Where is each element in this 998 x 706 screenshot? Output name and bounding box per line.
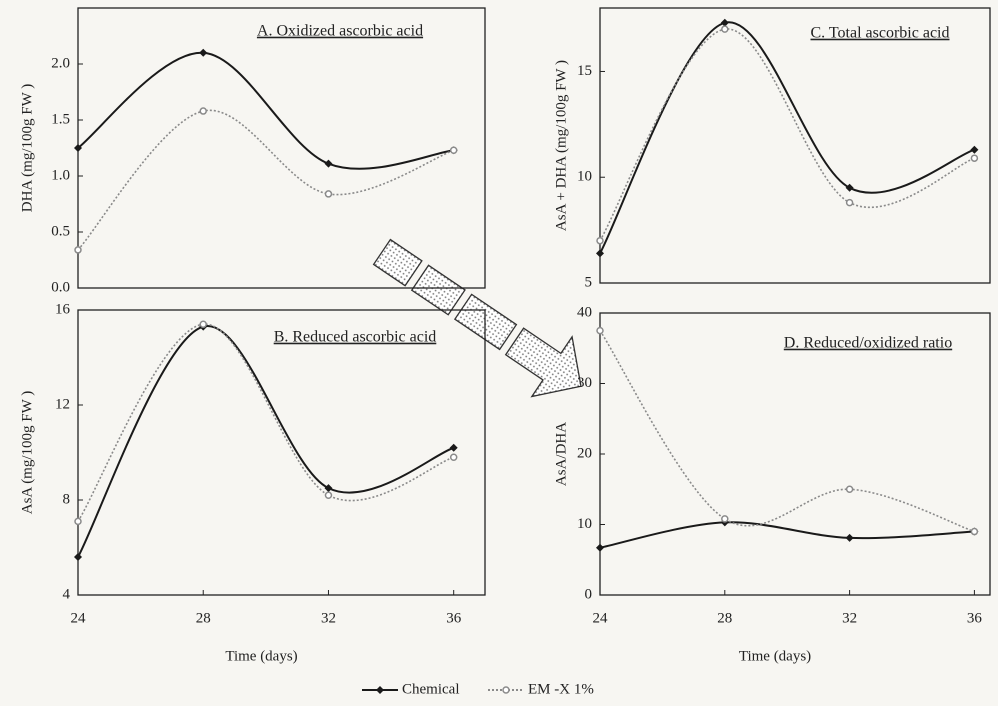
series bbox=[596, 518, 979, 552]
chart-title: A. Oxidized ascorbic acid bbox=[257, 23, 423, 40]
y-tick-label: 0.0 bbox=[51, 279, 70, 295]
chart-title: C. Total ascorbic acid bbox=[811, 25, 950, 42]
point bbox=[74, 246, 82, 254]
y-tick-label: 8 bbox=[63, 491, 71, 507]
point bbox=[596, 326, 604, 335]
plot-frame bbox=[77, 7, 486, 289]
y-tick-label: 5 bbox=[585, 274, 593, 290]
series-line bbox=[599, 521, 975, 549]
series bbox=[74, 322, 458, 561]
point bbox=[845, 533, 854, 542]
point bbox=[324, 491, 333, 499]
y-axis-label: AsA/DHA bbox=[553, 422, 569, 486]
y-tick-label: 4 bbox=[63, 586, 71, 602]
point bbox=[721, 25, 729, 33]
y-tick-label: 0 bbox=[585, 586, 593, 602]
x-tick-label: 36 bbox=[967, 610, 983, 626]
point bbox=[324, 159, 333, 168]
series bbox=[74, 48, 458, 170]
point bbox=[596, 236, 604, 245]
y-axis-label: DHA (mg/100g FW ) bbox=[19, 84, 35, 212]
plot-frame bbox=[77, 309, 486, 596]
point bbox=[449, 453, 458, 461]
legend-marker bbox=[502, 686, 510, 694]
legend-label: EM -X 1% bbox=[528, 681, 594, 697]
point bbox=[74, 144, 82, 152]
y-axis-label: AsA + DHA (mg/100g FW ) bbox=[553, 60, 569, 231]
x-tick-label: 24 bbox=[593, 610, 609, 626]
point bbox=[324, 484, 333, 493]
x-axis-label: Time (days) bbox=[739, 648, 811, 664]
series-line bbox=[77, 109, 454, 251]
x-tick-label: 32 bbox=[321, 610, 336, 626]
point bbox=[845, 198, 854, 207]
y-tick-label: 15 bbox=[577, 63, 592, 79]
x-tick-label: 24 bbox=[71, 610, 87, 626]
series bbox=[596, 326, 979, 536]
arrow-decoration bbox=[372, 238, 582, 398]
series-line bbox=[599, 330, 975, 533]
point bbox=[970, 527, 979, 536]
x-tick-label: 36 bbox=[446, 610, 462, 626]
y-tick-label: 40 bbox=[577, 304, 592, 320]
series-line bbox=[599, 28, 975, 242]
y-tick-label: 10 bbox=[577, 516, 592, 532]
x-tick-label: 28 bbox=[196, 610, 211, 626]
point bbox=[199, 320, 207, 328]
y-tick-label: 30 bbox=[577, 375, 592, 391]
legend-label: Chemical bbox=[402, 681, 459, 697]
point bbox=[449, 146, 458, 154]
series bbox=[596, 25, 979, 245]
point bbox=[199, 107, 207, 115]
point bbox=[970, 145, 979, 154]
y-tick-label: 1.0 bbox=[51, 167, 70, 183]
point bbox=[449, 443, 458, 452]
x-axis-label: Time (days) bbox=[225, 648, 297, 664]
point bbox=[721, 515, 729, 523]
series bbox=[596, 18, 979, 258]
plot-frame bbox=[599, 312, 991, 596]
chart-title: D. Reduced/oxidized ratio bbox=[784, 335, 952, 352]
point bbox=[596, 249, 604, 258]
series-line bbox=[77, 51, 454, 170]
series-line bbox=[77, 323, 454, 522]
y-tick-label: 10 bbox=[577, 169, 592, 185]
x-tick-label: 32 bbox=[842, 610, 857, 626]
point bbox=[596, 543, 604, 552]
y-tick-label: 0.5 bbox=[51, 223, 70, 239]
y-tick-label: 2.0 bbox=[51, 55, 70, 71]
point bbox=[970, 154, 979, 162]
series-line bbox=[599, 21, 975, 254]
point bbox=[74, 517, 82, 526]
point bbox=[720, 18, 729, 27]
x-tick-label: 28 bbox=[717, 610, 732, 626]
point bbox=[845, 183, 854, 192]
point bbox=[74, 553, 82, 561]
series bbox=[74, 320, 458, 526]
y-tick-label: 12 bbox=[55, 396, 70, 412]
series bbox=[74, 107, 458, 254]
point bbox=[845, 485, 854, 493]
y-axis-label: AsA (mg/100g FW ) bbox=[19, 391, 35, 514]
point bbox=[324, 190, 333, 198]
legend-marker bbox=[376, 686, 384, 694]
y-tick-label: 1.5 bbox=[51, 111, 70, 127]
series-line bbox=[77, 325, 455, 558]
y-tick-label: 16 bbox=[55, 301, 71, 317]
plot-frame bbox=[599, 7, 991, 284]
point bbox=[199, 48, 208, 57]
chart-title: B. Reduced ascorbic acid bbox=[274, 329, 437, 346]
y-tick-label: 20 bbox=[577, 445, 592, 461]
